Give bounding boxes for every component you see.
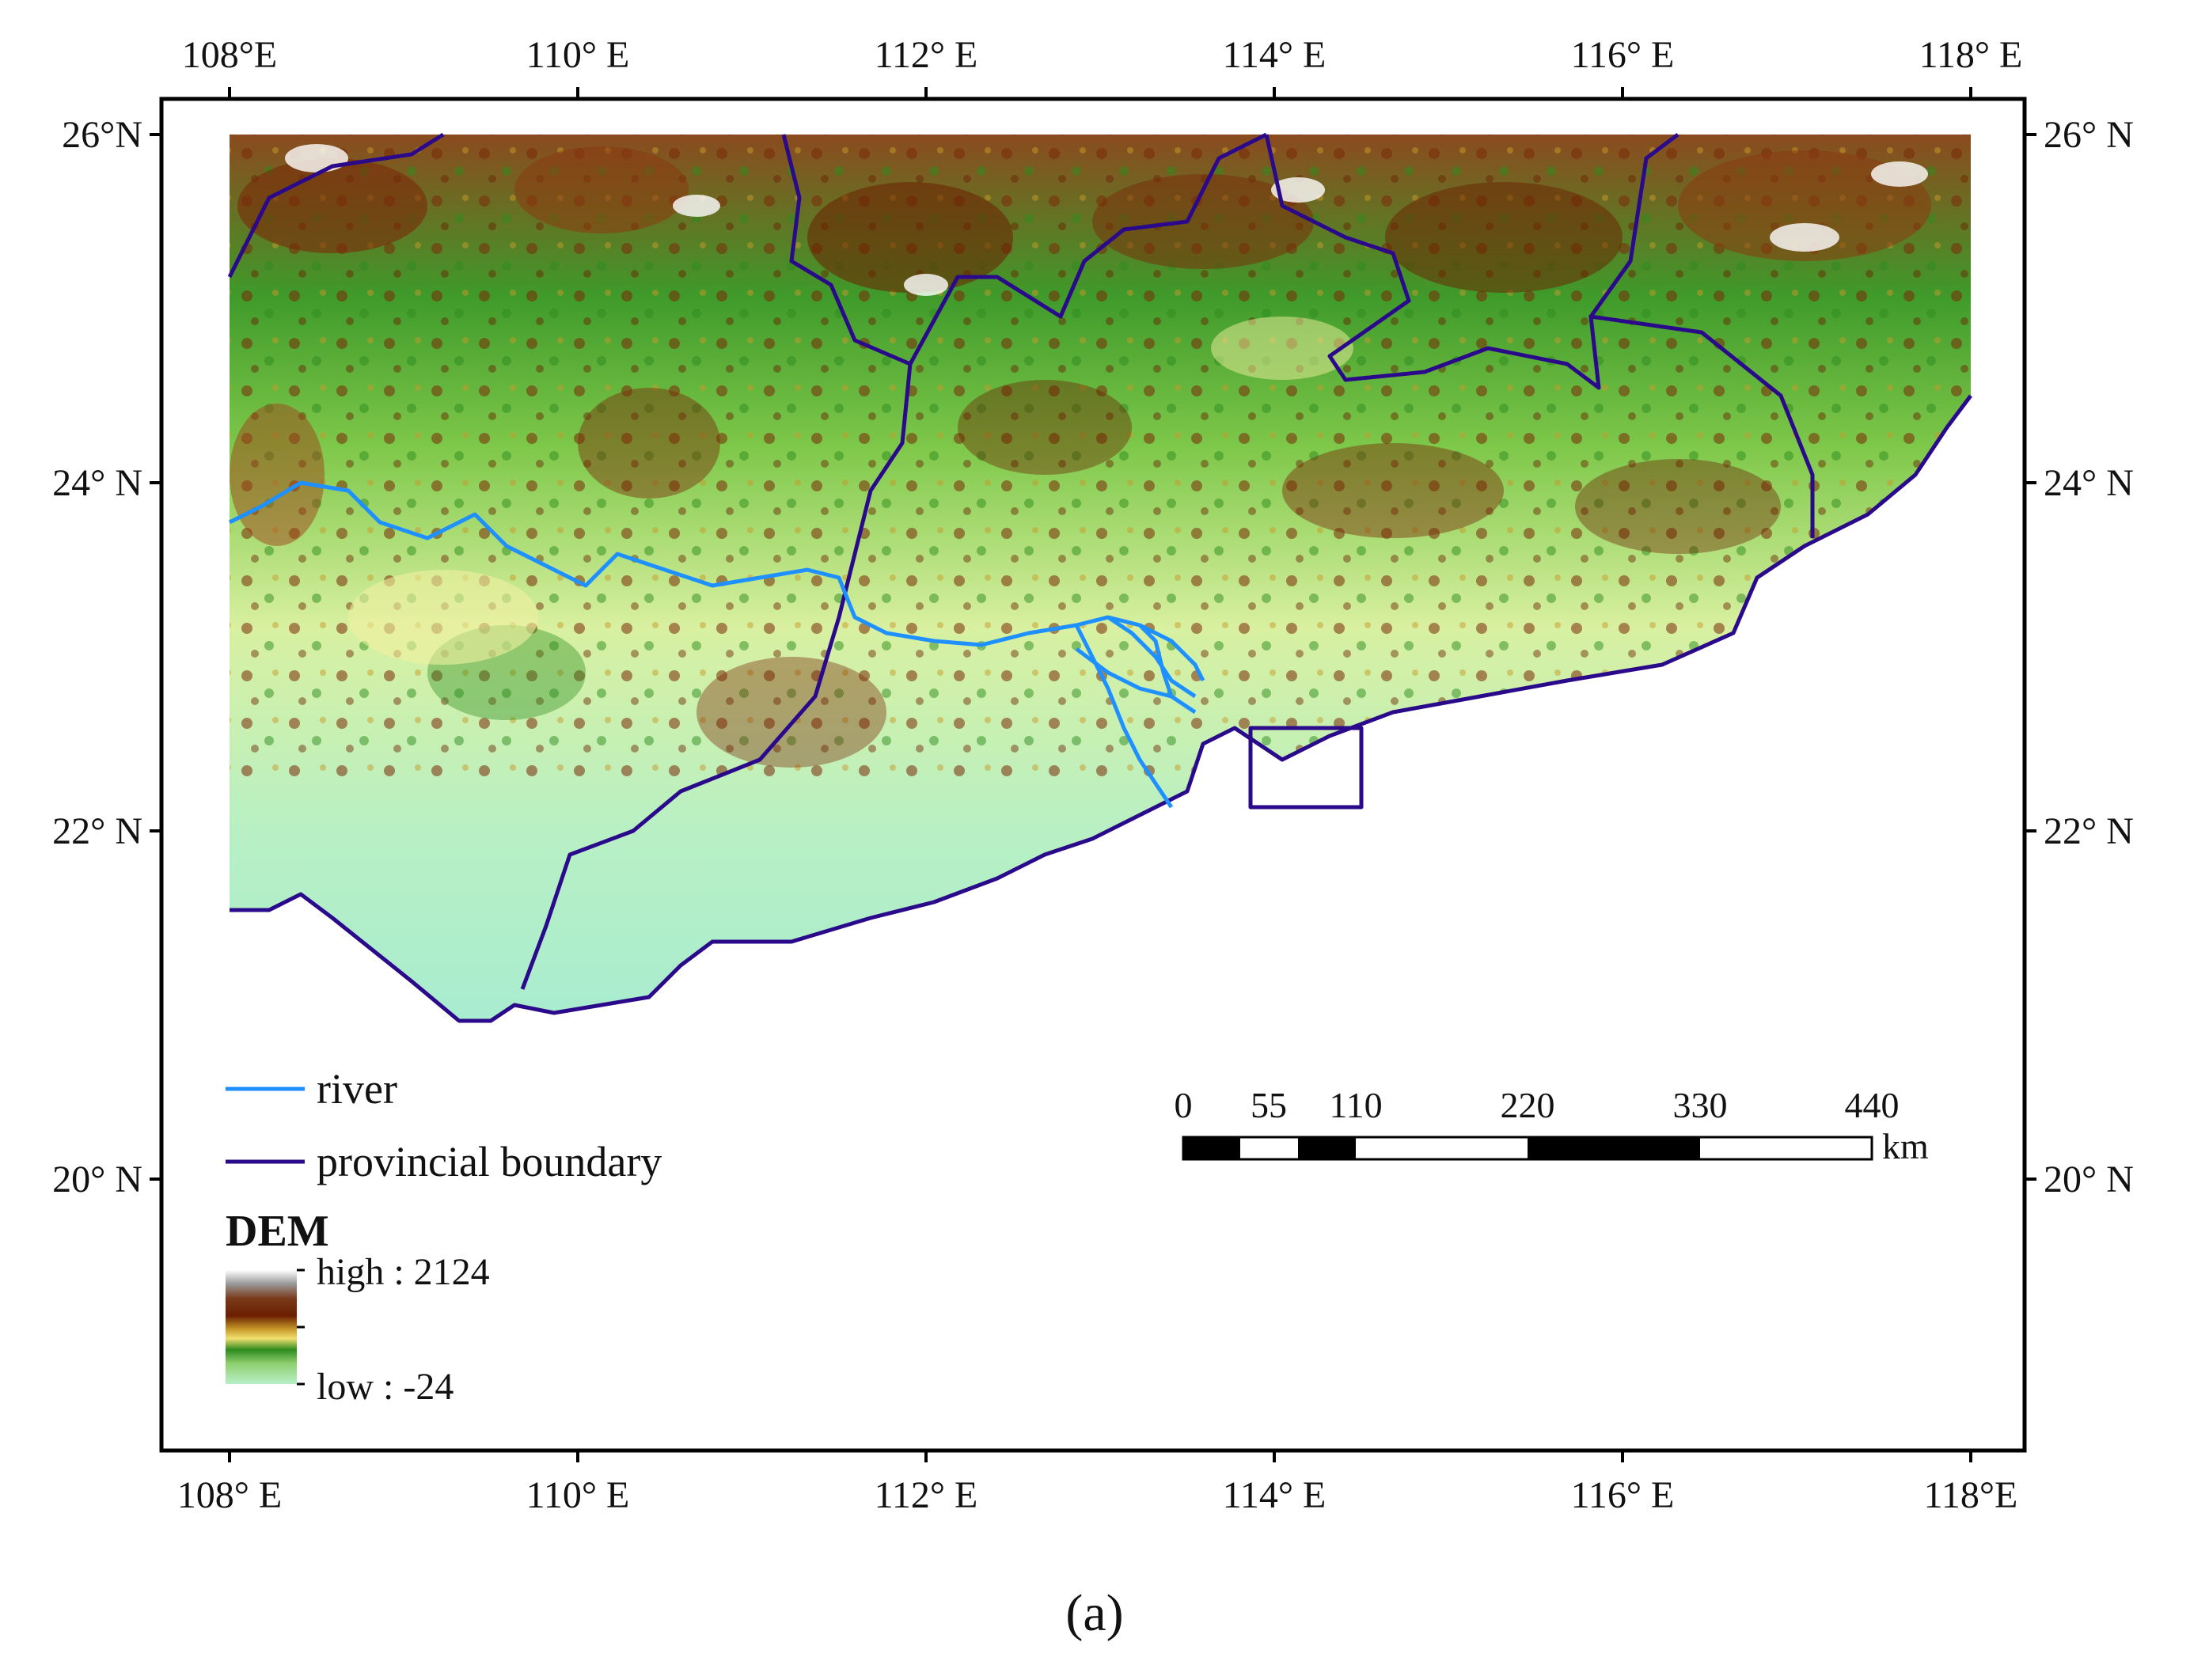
figure-caption: (a) [1065,1584,1123,1642]
pearl-river [228,480,1205,809]
top-longitude-axis: 108°E 110° E 112° E 114° E 116° E 118° E [182,34,2023,99]
right-lat-label-24: 24° N [2044,462,2134,504]
top-lon-label-108: 108°E [182,34,278,76]
right-lat-label-22: 22° N [2044,810,2134,852]
coastline-boundary [230,394,1972,1023]
top-lon-label-114: 114° E [1223,34,1327,76]
provincial-boundaries [227,132,1972,1023]
top-lon-label-112: 112° E [875,34,978,76]
right-latitude-axis: 26° N 24° N 22° N 20° N [2025,114,2134,1200]
bottom-lon-label-112: 112° E [875,1474,978,1516]
scale-label-55: 55 [1251,1085,1287,1125]
dem-color-ramp [226,1270,297,1384]
right-lat-label-20: 20° N [2044,1159,2134,1200]
hunan-guangdong-boundary [908,132,1268,366]
hongkong-boundary [1248,726,1364,810]
left-lat-label-24: 24° N [52,462,142,504]
fujian-guangdong-boundary [1590,314,1815,538]
dem-low-label: low : -24 [317,1366,454,1408]
jiangxi-guangdong-boundary [1264,133,1680,390]
left-lat-label-26: 26°N [62,114,142,156]
dem-high-label: high : 2124 [317,1251,490,1293]
bottom-lon-label-116: 116° E [1571,1474,1675,1516]
bottom-lon-label-110: 110° E [526,1474,630,1516]
top-lon-label-116: 116° E [1571,34,1675,76]
river-legend-label: river [317,1065,397,1113]
bottom-lon-label-114: 114° E [1223,1474,1327,1516]
map-legend: river provincial boundary DEM high : 212… [226,1065,662,1408]
scale-label-110: 110 [1329,1085,1382,1125]
bottom-lon-label-118: 118°E [1924,1474,2018,1516]
bottom-longitude-axis: 108° E 110° E 112° E 114° E 116° E 118°E [177,1451,2018,1516]
guangxi-guangdong-boundary [520,134,913,990]
dem-legend-title: DEM [226,1207,329,1256]
scale-label-0: 0 [1175,1085,1193,1125]
scale-unit: km [1882,1126,1929,1166]
scale-bar: 0 55 110 220 330 440 km [1175,1085,1930,1166]
scale-label-220: 220 [1501,1085,1555,1125]
left-lat-label-20: 20° N [52,1159,142,1200]
northern-boundary [227,132,445,279]
top-lon-label-118: 118° E [1919,34,2023,76]
left-lat-label-22: 22° N [52,810,142,852]
boundary-legend-label: provincial boundary [317,1138,662,1185]
top-lon-label-110: 110° E [526,34,630,76]
left-latitude-axis: 26°N 24° N 22° N 20° N [52,114,161,1200]
scale-label-330: 330 [1673,1085,1728,1125]
bottom-lon-label-108: 108° E [177,1474,283,1516]
scale-label-440: 440 [1845,1085,1900,1125]
right-lat-label-26: 26° N [2044,114,2134,156]
